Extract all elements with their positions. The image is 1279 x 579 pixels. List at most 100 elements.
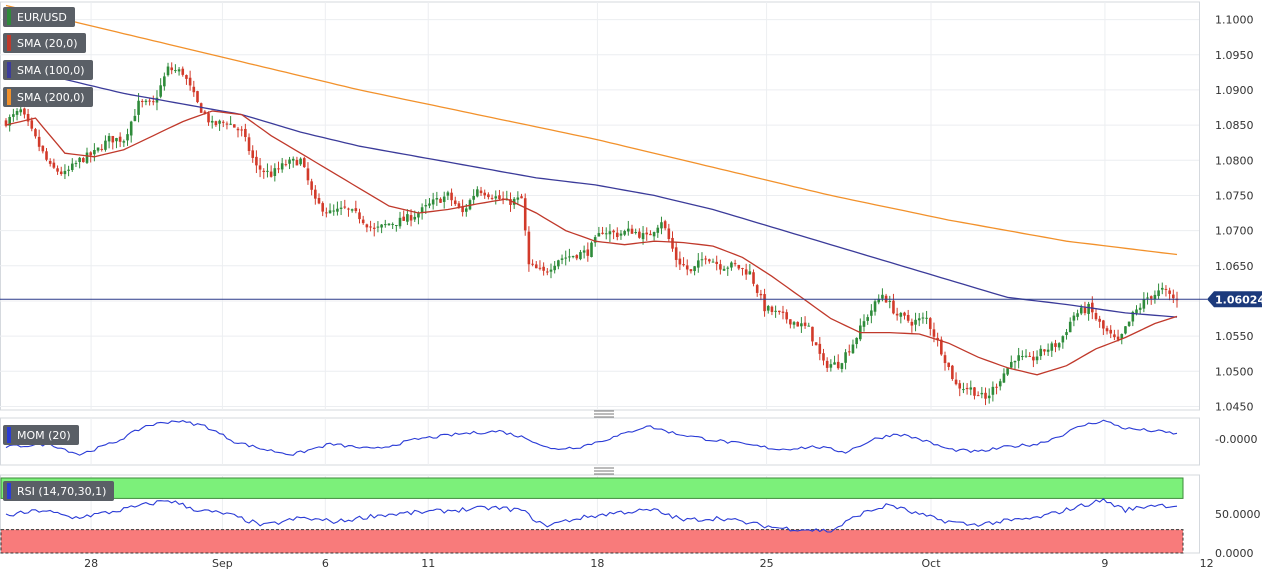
candle-body	[932, 329, 936, 337]
sma100-color-swatch	[7, 62, 11, 78]
candle-body	[1068, 321, 1072, 333]
candle-body	[30, 120, 34, 129]
candle-body	[347, 208, 350, 210]
candle-body	[494, 196, 498, 199]
candle-body	[387, 223, 391, 226]
candle-body	[623, 231, 626, 235]
legend-sma20[interactable]: SMA (20,0)	[3, 33, 86, 53]
candle-body	[192, 86, 196, 93]
candle-body	[925, 317, 928, 319]
candle-body	[627, 228, 630, 232]
candle-body	[277, 168, 280, 170]
candle-body	[1054, 343, 1057, 347]
candle-body	[487, 194, 490, 198]
legend-sma200[interactable]: SMA (200,0)	[3, 87, 93, 107]
candle-body	[531, 263, 534, 265]
legend-rsi[interactable]: RSI (14,70,30,1)	[3, 481, 115, 501]
candle-body	[258, 165, 262, 170]
candle-body	[634, 232, 637, 234]
candle-body	[163, 76, 166, 87]
candle-body	[409, 215, 413, 221]
rsi-line	[5, 498, 1178, 533]
panel-frame	[0, 1, 1200, 411]
candle-body	[8, 117, 11, 126]
candle-body	[358, 212, 361, 220]
candle-body	[1142, 299, 1146, 309]
candle-body	[1105, 328, 1109, 332]
candle-body	[269, 171, 273, 177]
candle-body	[166, 66, 170, 76]
y-tick-label: 1.0950	[1215, 49, 1254, 62]
legend-pair-label: EUR/USD	[17, 10, 67, 24]
candle-body	[336, 208, 339, 212]
candle-body	[969, 387, 973, 390]
candle-body	[1065, 332, 1068, 336]
candle-body	[851, 344, 855, 354]
candle-body	[181, 68, 185, 75]
candle-body	[866, 317, 869, 321]
candle-body	[962, 389, 965, 391]
panel-dividers[interactable]	[594, 410, 614, 475]
candle-body	[660, 222, 663, 229]
candle-body	[111, 135, 115, 143]
candle-body	[118, 136, 122, 142]
candle-body	[1138, 307, 1142, 310]
candle-body	[755, 285, 759, 293]
candle-body	[748, 271, 752, 275]
candle-body	[1072, 315, 1076, 321]
candle-body	[457, 203, 461, 207]
candle-body	[685, 265, 689, 270]
candle-body	[641, 233, 645, 240]
candle-body	[678, 258, 682, 265]
candle-body	[420, 207, 424, 213]
candle-body	[48, 161, 52, 164]
candle-body	[12, 114, 15, 117]
candle-body	[369, 226, 372, 228]
candle-body	[15, 110, 19, 115]
candle-body	[89, 152, 92, 156]
candle-body	[199, 103, 203, 113]
candle-body	[321, 203, 324, 212]
candle-body	[895, 313, 899, 316]
candle-body	[1035, 356, 1039, 361]
candle-body	[1061, 336, 1065, 343]
candle-body	[870, 310, 873, 316]
candle-body	[674, 247, 678, 260]
candle-body	[122, 141, 126, 143]
candle-body	[730, 262, 733, 268]
candle-body	[185, 75, 188, 79]
candle-body	[630, 228, 634, 234]
candle-body	[100, 148, 104, 150]
candle-body	[781, 311, 785, 313]
candle-body	[586, 249, 590, 256]
candle-body	[892, 300, 895, 314]
candle-body	[317, 197, 321, 204]
candle-body	[306, 168, 310, 181]
candle-body	[299, 158, 302, 165]
legend-pair[interactable]: EUR/USD	[3, 7, 75, 27]
x-tick-label: 12	[1200, 557, 1214, 570]
candle-body	[37, 136, 41, 147]
candle-body	[472, 195, 475, 200]
candle-body	[766, 306, 770, 311]
candle-body	[354, 208, 358, 212]
candle-body	[174, 70, 177, 72]
candle-body	[619, 233, 623, 236]
legend-mom[interactable]: MOM (20)	[3, 425, 79, 445]
rsi-oversold-zone	[0, 529, 1184, 554]
candle-body	[825, 360, 829, 368]
candle-body	[214, 121, 218, 126]
candle-body	[1098, 318, 1101, 322]
candle-body	[221, 121, 225, 123]
candle-body	[365, 224, 369, 228]
candle-body	[1002, 373, 1006, 383]
legend-sma100[interactable]: SMA (100,0)	[3, 60, 93, 80]
candle-body	[1009, 361, 1013, 368]
candle-body	[428, 203, 431, 206]
pair-color-swatch	[7, 9, 11, 25]
candle-body	[328, 210, 332, 214]
candle-body	[23, 108, 26, 115]
candle-body	[96, 147, 100, 151]
moving-averages	[0, 4, 1207, 376]
candle-body	[733, 263, 737, 265]
